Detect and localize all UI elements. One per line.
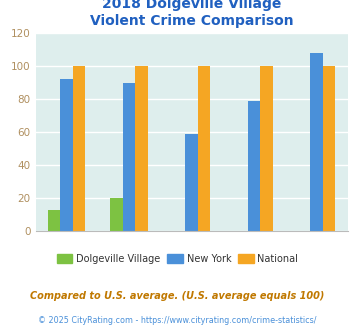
Bar	[136, 66, 148, 231]
Bar	[261, 66, 273, 231]
Bar	[48, 210, 60, 231]
Bar	[123, 82, 136, 231]
Bar	[185, 134, 198, 231]
Title: 2018 Dolgeville Village
Violent Crime Comparison: 2018 Dolgeville Village Violent Crime Co…	[90, 0, 294, 28]
Text: Compared to U.S. average. (U.S. average equals 100): Compared to U.S. average. (U.S. average …	[30, 291, 325, 301]
Legend: Dolgeville Village, New York, National: Dolgeville Village, New York, National	[53, 249, 302, 267]
Bar	[248, 101, 261, 231]
Bar	[310, 53, 323, 231]
Bar	[110, 198, 123, 231]
Bar	[323, 66, 335, 231]
Bar	[198, 66, 211, 231]
Text: © 2025 CityRating.com - https://www.cityrating.com/crime-statistics/: © 2025 CityRating.com - https://www.city…	[38, 316, 317, 325]
Bar	[73, 66, 86, 231]
Bar	[60, 79, 73, 231]
